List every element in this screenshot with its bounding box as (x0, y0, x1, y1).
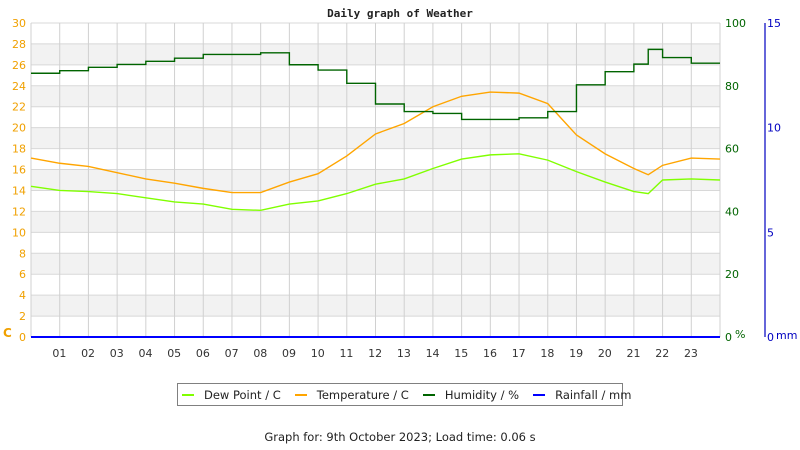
hour-tick: 12 (368, 347, 382, 360)
hour-tick: 18 (540, 347, 554, 360)
hour-tick: 23 (684, 347, 698, 360)
temperature-tick: 16 (12, 164, 26, 177)
temperature-tick: 26 (12, 59, 26, 72)
hour-tick: 01 (52, 347, 66, 360)
temperature-tick: 18 (12, 143, 26, 156)
rainfall-unit-label: mm (776, 329, 797, 342)
hour-tick: 05 (167, 347, 181, 360)
hour-tick: 03 (110, 347, 124, 360)
temperature-tick: 24 (12, 80, 26, 93)
dew-point-line (30, 153, 721, 212)
temperature-line (30, 91, 721, 194)
rainfall-tick: 0 (767, 331, 774, 344)
humidity-line (31, 48, 720, 121)
rainfall-tick: 5 (767, 226, 774, 239)
humidity-unit-label: % (735, 328, 745, 341)
hour-tick: 17 (512, 347, 526, 360)
hour-tick: 04 (138, 347, 152, 360)
hour-axis-ticks: 01 02 03 04 05 06 07 08 09 10 11 12 13 14 15 16 17 18 19 20… (52, 347, 698, 360)
hour-tick: 08 (253, 347, 267, 360)
rainfall-swatch (533, 393, 546, 396)
hour-tick: 19 (569, 347, 583, 360)
legend-item-dew-point: Dew Point / C (182, 388, 281, 402)
hour-tick: 21 (627, 347, 641, 360)
legend-label: Rainfall / mm (555, 387, 632, 402)
hour-tick: 07 (225, 347, 239, 360)
hour-tick: 09 (282, 347, 296, 360)
data-lines (30, 48, 721, 338)
humidity-tick: 40 (725, 205, 739, 218)
temperature-tick: 8 (19, 247, 26, 260)
chart-title: Daily graph of Weather (327, 7, 473, 20)
hour-tick: 10 (311, 347, 325, 360)
hour-tick: 15 (454, 347, 468, 360)
rainfall-tick: 15 (767, 17, 781, 30)
hour-tick: 20 (598, 347, 612, 360)
hour-tick: 11 (339, 347, 353, 360)
temperature-tick: 6 (19, 268, 26, 281)
temperature-tick: 14 (12, 184, 26, 197)
rainfall-axis-ticks: 15 10 5 0 (767, 17, 781, 344)
legend-item-temperature: Temperature / C (294, 387, 409, 402)
weather-chart: Daily graph of Weather 30282624222018161… (3, 7, 797, 360)
hour-tick: 14 (426, 347, 440, 360)
humidity-tick: 100 (725, 17, 746, 30)
temperature-tick: 30 (12, 17, 26, 30)
hour-tick: 22 (655, 347, 669, 360)
humidity-swatch (422, 393, 435, 396)
hour-tick: 06 (196, 347, 210, 360)
temperature-tick: 10 (12, 226, 26, 239)
temperature-tick: 2 (19, 310, 26, 323)
legend-item-rainfall: Rainfall / mm (533, 388, 631, 402)
temperature-tick: 22 (12, 101, 26, 114)
chart-legend: Dew Point / C Temperature / C Humidity /… (177, 383, 631, 406)
humidity-axis-ticks: 100 80 60 40 20 0 (725, 17, 746, 344)
legend-label: Temperature / C (316, 387, 409, 402)
plot-gridlines (30, 22, 721, 338)
temperature-unit-label: C (3, 326, 12, 340)
temperature-tick: 4 (19, 289, 26, 302)
dew-point-swatch (182, 393, 194, 396)
graph-footer: Graph for: 9th October 2023; Load time: … (264, 430, 536, 444)
humidity-tick: 60 (725, 143, 739, 156)
humidity-tick: 20 (725, 268, 739, 281)
temperature-tick: 0 (19, 331, 26, 344)
rainfall-tick: 10 (767, 122, 781, 135)
temperature-tick: 12 (12, 205, 26, 218)
legend-label: Dew Point / C (204, 387, 281, 402)
legend-label: Humidity / % (444, 387, 520, 402)
hour-tick: 16 (483, 347, 497, 360)
humidity-tick: 80 (725, 80, 739, 93)
temperature-tick: 20 (12, 122, 26, 135)
legend-item-humidity: Humidity / % (422, 387, 520, 402)
hour-tick: 02 (81, 347, 95, 360)
temperature-swatch (294, 393, 307, 396)
hour-tick: 13 (397, 347, 411, 360)
humidity-tick: 0 (725, 331, 732, 344)
temperature-tick: 28 (12, 38, 26, 51)
